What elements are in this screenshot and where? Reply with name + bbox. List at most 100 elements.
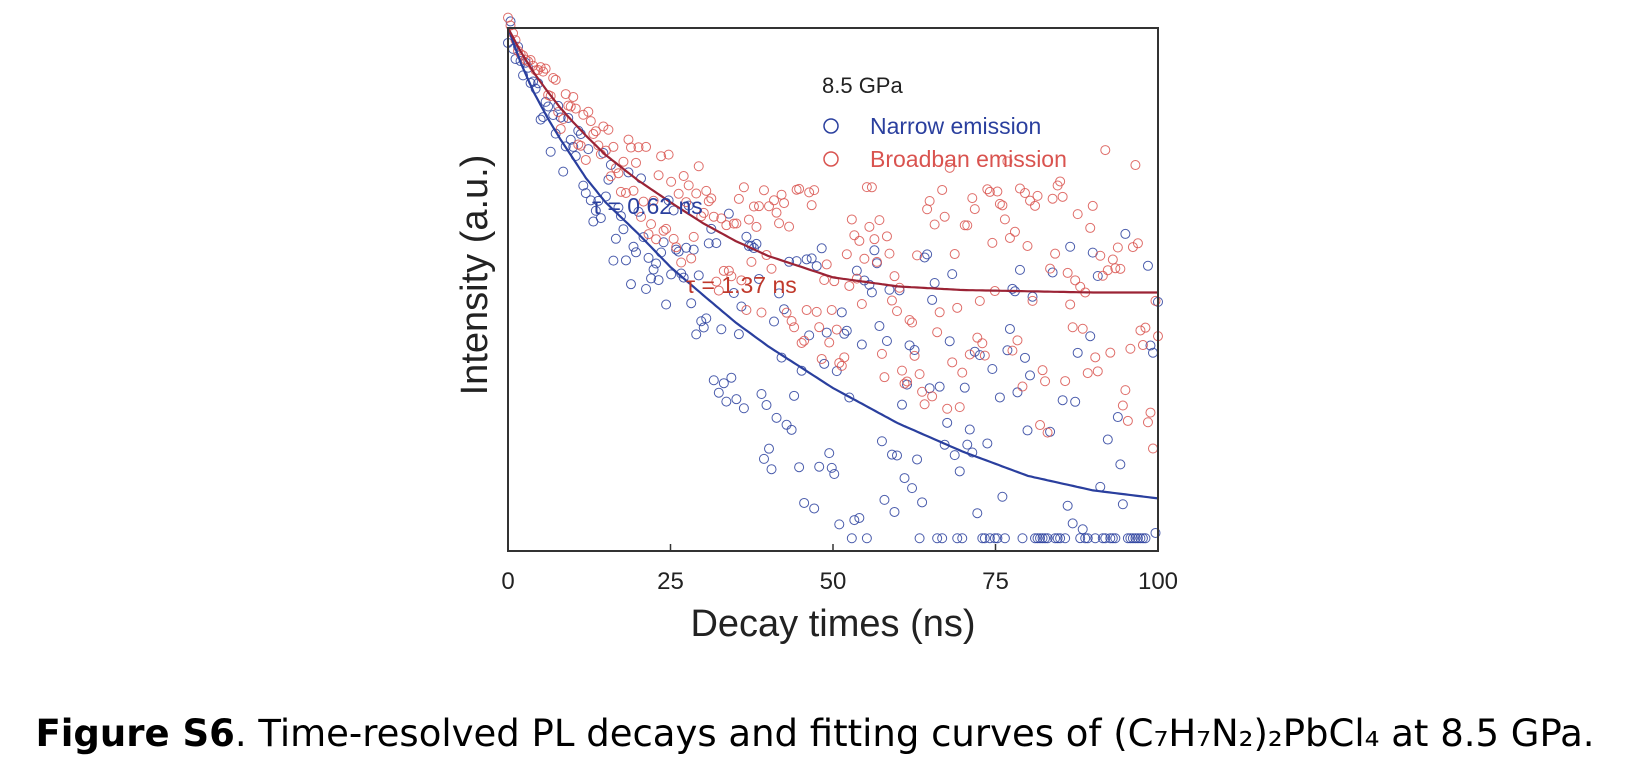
data-point xyxy=(535,114,546,125)
data-point xyxy=(844,392,855,403)
data-point xyxy=(1017,381,1028,392)
data-point xyxy=(668,205,679,216)
data-point xyxy=(585,195,596,206)
data-point xyxy=(932,533,943,544)
data-point xyxy=(518,70,529,81)
data-point xyxy=(954,402,965,413)
data-point xyxy=(1090,352,1101,363)
data-point xyxy=(801,305,812,316)
data-point xyxy=(1057,191,1068,202)
data-point xyxy=(1097,270,1108,281)
data-point xyxy=(1137,340,1148,351)
data-point xyxy=(904,315,915,326)
data-point xyxy=(1140,533,1151,544)
data-point xyxy=(1052,533,1063,544)
data-point xyxy=(846,214,857,225)
data-point xyxy=(630,247,641,258)
decay-chart: 0 25 50 75 100 Decay times (ns) Intensity (a… xyxy=(454,12,1178,645)
data-point xyxy=(678,272,689,283)
data-point xyxy=(994,392,1005,403)
data-point xyxy=(839,328,850,339)
data-point xyxy=(691,329,702,340)
data-point xyxy=(578,109,589,120)
x-tick-label: 75 xyxy=(982,568,1009,595)
data-point xyxy=(912,250,923,261)
data-point xyxy=(964,349,975,360)
data-point xyxy=(924,196,935,207)
data-point xyxy=(543,101,554,112)
data-point xyxy=(1007,283,1018,294)
data-point xyxy=(969,204,980,215)
tau-narrow-annotation: τ = 0.62 ns xyxy=(592,193,703,219)
data-point xyxy=(648,195,659,206)
data-point xyxy=(1090,533,1101,544)
data-point xyxy=(1067,518,1078,529)
x-axis-ticks: 0 25 50 75 100 xyxy=(501,544,1178,595)
data-point xyxy=(701,185,712,196)
fit-curve-narrow-emission xyxy=(506,27,1159,500)
data-point xyxy=(713,387,724,398)
data-point xyxy=(1137,533,1148,544)
data-point xyxy=(897,399,908,410)
data-point xyxy=(593,195,604,206)
data-point xyxy=(1007,345,1018,356)
data-point xyxy=(643,229,654,240)
data-point xyxy=(756,307,767,318)
data-point xyxy=(771,207,782,218)
data-point xyxy=(1120,385,1131,396)
data-point xyxy=(866,287,877,298)
data-point xyxy=(889,506,900,517)
data-point xyxy=(907,317,918,328)
data-point xyxy=(942,417,953,428)
data-point xyxy=(1097,533,1108,544)
data-point xyxy=(1019,352,1030,363)
data-point xyxy=(841,249,852,260)
data-point xyxy=(656,151,667,162)
data-point xyxy=(708,375,719,386)
data-point xyxy=(781,307,792,318)
data-point xyxy=(779,304,790,315)
data-point xyxy=(912,454,923,465)
caption-text: . Time-resolved PL decays and fitting cu… xyxy=(234,712,1595,755)
data-point xyxy=(721,220,732,231)
data-point xyxy=(1110,533,1121,544)
data-point xyxy=(633,206,644,217)
data-point xyxy=(899,378,910,389)
data-point xyxy=(796,337,807,348)
data-point xyxy=(1002,345,1013,356)
data-point xyxy=(801,254,812,265)
data-point xyxy=(1120,228,1131,239)
data-point xyxy=(889,271,900,282)
data-point xyxy=(899,473,910,484)
data-point xyxy=(580,154,591,165)
data-point xyxy=(934,307,945,318)
data-point xyxy=(1122,415,1133,426)
data-point xyxy=(831,324,842,335)
data-point xyxy=(628,241,639,252)
data-point xyxy=(794,183,805,194)
data-point xyxy=(929,278,940,289)
data-point xyxy=(701,313,712,324)
data-point xyxy=(1035,420,1046,431)
data-point xyxy=(764,443,775,454)
data-point xyxy=(590,205,601,216)
data-point xyxy=(615,211,626,222)
data-point xyxy=(653,275,664,286)
data-point xyxy=(1047,193,1058,204)
data-point xyxy=(836,307,847,318)
data-point xyxy=(641,284,652,295)
data-point xyxy=(1030,200,1041,211)
data-point xyxy=(992,533,1003,544)
data-point xyxy=(708,211,719,222)
x-tick-label: 50 xyxy=(820,568,847,595)
data-point xyxy=(638,196,649,207)
data-point xyxy=(977,533,988,544)
data-point xyxy=(834,357,845,368)
data-point xyxy=(919,399,930,410)
data-point xyxy=(809,185,820,196)
data-point xyxy=(957,533,968,544)
data-point xyxy=(907,483,918,494)
data-point xyxy=(776,189,787,200)
data-point xyxy=(869,245,880,256)
data-point xyxy=(565,101,576,112)
